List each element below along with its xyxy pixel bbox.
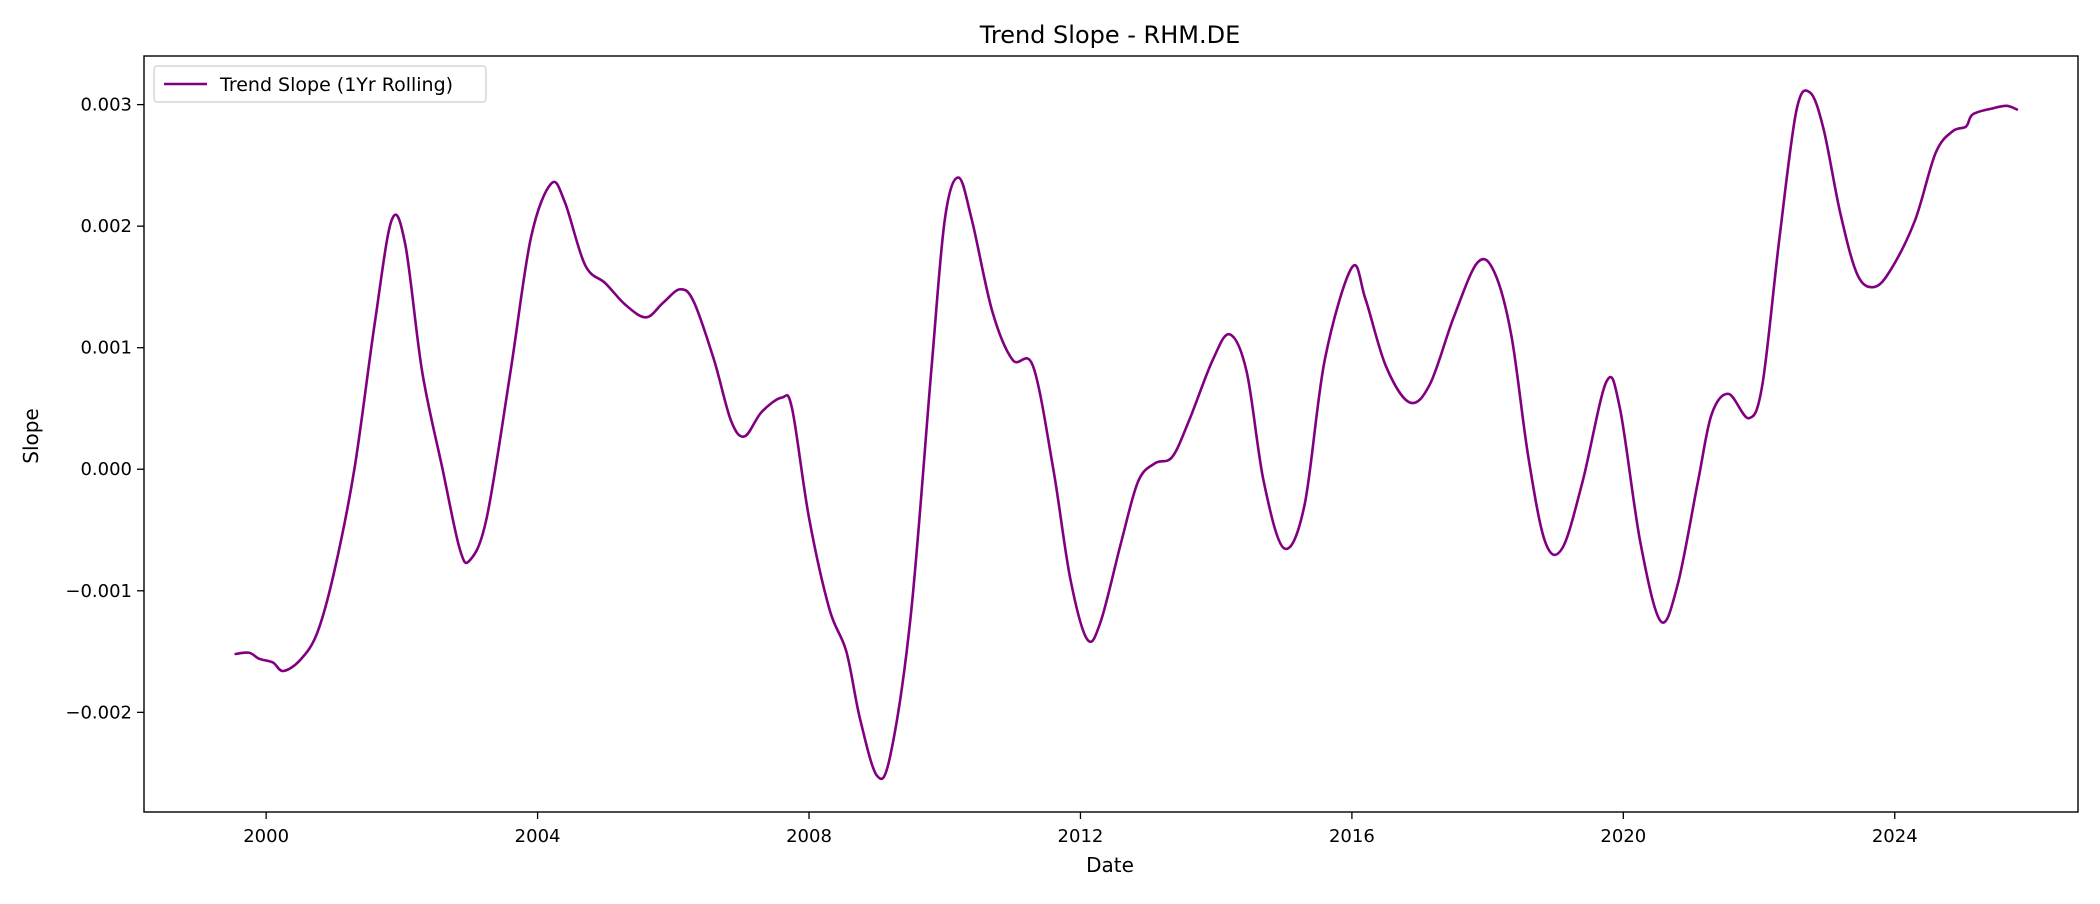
y-tick-label: −0.001: [65, 581, 132, 602]
x-tick-label: 2000: [243, 826, 289, 847]
legend-series-label: Trend Slope (1Yr Rolling): [219, 74, 453, 96]
chart-title: Trend Slope - RHM.DE: [979, 21, 1241, 49]
legend: Trend Slope (1Yr Rolling): [153, 65, 487, 103]
y-tick-label: 0.000: [80, 459, 132, 480]
x-tick-label: 2016: [1329, 826, 1375, 847]
x-tick-label: 2004: [515, 826, 561, 847]
x-tick-label: 2020: [1600, 826, 1646, 847]
x-tick-label: 2012: [1058, 826, 1104, 847]
x-axis-label: Date: [1086, 853, 1134, 877]
y-tick-label: 0.002: [80, 216, 132, 237]
legend-box: [153, 65, 487, 103]
x-tick-label: 2024: [1872, 826, 1918, 847]
trend-slope-line: [234, 89, 2019, 781]
plot-area-frame: [143, 55, 2079, 813]
x-axis-ticks: 2000 2004 2008 2012 2016 2020 2024: [243, 812, 1918, 847]
x-tick-label: 2008: [786, 826, 832, 847]
y-axis-label: Slope: [19, 408, 43, 464]
y-tick-label: 0.003: [80, 95, 132, 116]
y-tick-label: 0.001: [80, 338, 132, 359]
y-tick-label: −0.002: [65, 702, 132, 723]
y-axis-ticks: −0.002 −0.001 0.000 0.001 0.002 0.003: [65, 95, 144, 723]
